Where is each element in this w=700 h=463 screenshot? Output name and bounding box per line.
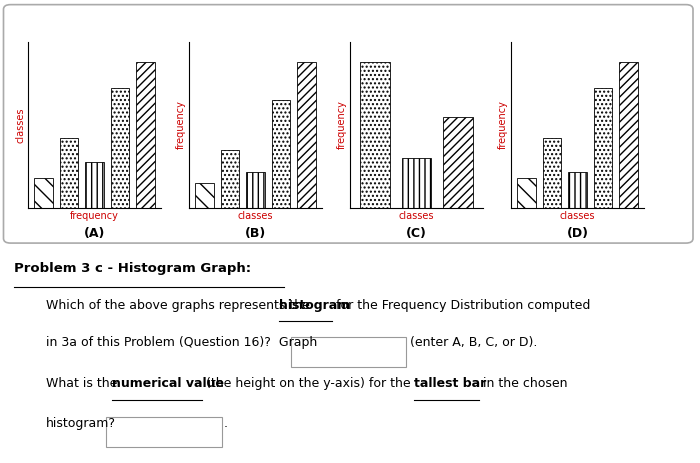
Bar [298,62,316,208]
Text: (C): (C) [406,227,427,240]
Bar [542,138,561,208]
Bar [60,138,78,208]
Text: (D): (D) [566,227,589,240]
Text: tallest bar: tallest bar [414,377,486,390]
Y-axis label: classes: classes [15,107,25,143]
Bar [106,417,222,447]
X-axis label: classes: classes [238,211,273,221]
Text: histogram: histogram [279,299,350,312]
Text: numerical value: numerical value [112,377,224,390]
FancyBboxPatch shape [4,5,693,243]
Bar [272,100,290,208]
Text: in 3a of this Problem (Question 16)?  Graph: in 3a of this Problem (Question 16)? Gra… [46,336,316,349]
X-axis label: classes: classes [399,211,434,221]
Bar [220,150,239,208]
Text: (the height on the y-axis) for the: (the height on the y-axis) for the [202,377,414,390]
Bar [402,158,431,208]
X-axis label: frequency: frequency [70,211,119,221]
Text: What is the: What is the [46,377,121,390]
Text: (A): (A) [84,227,105,240]
Bar [594,88,612,208]
Bar [136,62,155,208]
Bar [620,62,638,208]
Bar [568,172,587,208]
Text: histogram?: histogram? [46,417,116,430]
Text: Which of the above graphs represents the: Which of the above graphs represents the [46,299,314,312]
Bar [195,183,214,208]
Bar [34,178,52,208]
Bar [111,88,130,208]
Bar [290,337,406,367]
Y-axis label: frequency: frequency [176,100,186,150]
Bar [246,172,265,208]
Text: (B): (B) [245,227,266,240]
Y-axis label: frequency: frequency [498,100,508,150]
Bar [443,117,473,208]
Text: (enter A, B, C, or D).: (enter A, B, C, or D). [410,336,537,349]
Bar [85,162,104,208]
X-axis label: classes: classes [560,211,595,221]
Bar [360,62,390,208]
Text: in the chosen: in the chosen [479,377,567,390]
Bar [517,178,536,208]
Text: .: . [224,417,228,430]
Text: for the Frequency Distribution computed: for the Frequency Distribution computed [332,299,590,312]
Text: Problem 3 c - Histogram Graph:: Problem 3 c - Histogram Graph: [14,262,251,275]
Y-axis label: frequency: frequency [337,100,347,150]
